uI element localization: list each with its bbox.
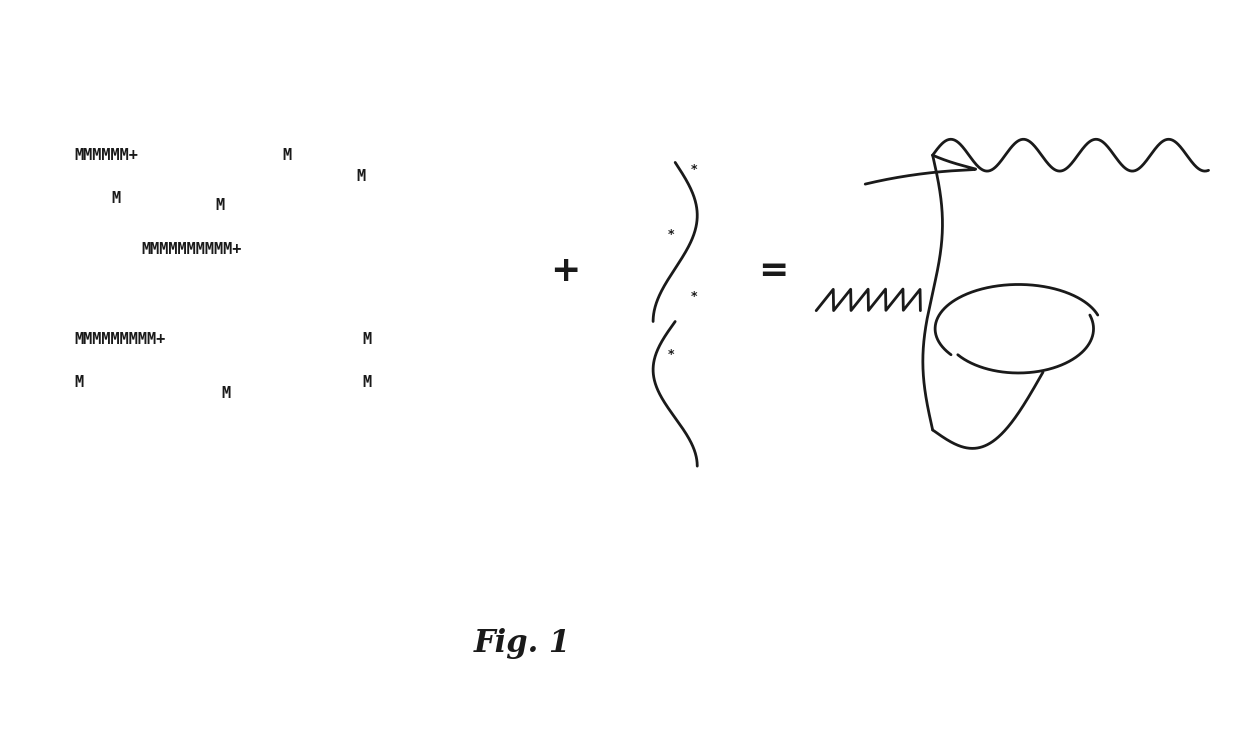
Text: M: M <box>283 147 291 163</box>
Text: MMMMMMMMM+: MMMMMMMMM+ <box>74 332 166 347</box>
Text: M: M <box>362 375 372 391</box>
Text: =: = <box>758 254 789 288</box>
Text: *: * <box>668 228 675 241</box>
Text: M: M <box>222 386 231 402</box>
Text: *: * <box>691 163 697 176</box>
Text: +: + <box>549 254 580 288</box>
Text: M: M <box>74 375 83 391</box>
Text: MMMMMM+: MMMMMM+ <box>74 147 138 163</box>
Text: *: * <box>668 348 675 360</box>
Text: M: M <box>112 191 120 206</box>
Text: M: M <box>216 198 224 213</box>
Text: *: * <box>691 290 697 303</box>
Text: MMMMMMMMMM+: MMMMMMMMMM+ <box>141 242 242 256</box>
Text: M: M <box>356 170 366 184</box>
Text: M: M <box>362 332 372 347</box>
Text: Fig. 1: Fig. 1 <box>474 628 570 659</box>
